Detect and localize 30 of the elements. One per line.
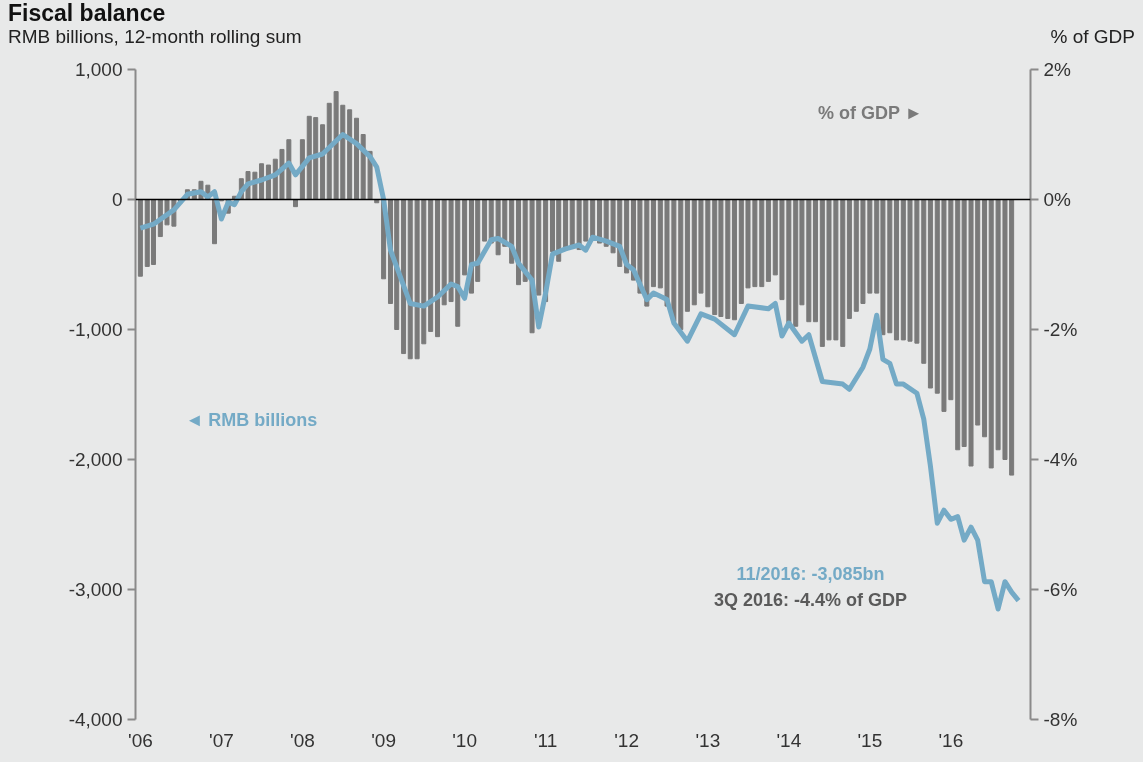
y-tick-label: -4,000: [68, 709, 123, 730]
chart-title: Fiscal balance: [8, 0, 167, 26]
y-tick-label: -2,000: [68, 449, 123, 470]
y-tick-label: -3,000: [68, 579, 123, 600]
x-tick-label: '13: [695, 729, 721, 751]
x-tick-label: '11: [533, 729, 558, 751]
annotation: % of GDP ►: [818, 102, 923, 123]
x-tick-label: '08: [290, 729, 315, 751]
x-tick-label: '06: [128, 729, 153, 751]
y2-tick-label: -2%: [1043, 319, 1078, 340]
y-tick-label: -1,000: [68, 319, 123, 340]
y2-tick-label: -8%: [1043, 709, 1078, 730]
x-tick-label: '09: [371, 729, 396, 751]
x-tick-label: '16: [938, 729, 964, 751]
annotation: 11/2016: -3,085bn: [736, 563, 885, 584]
y2-axis-title: % of GDP: [1050, 26, 1135, 48]
chart-subtitle: RMB billions, 12-month rolling sum: [8, 26, 302, 48]
x-tick-label: '15: [857, 729, 883, 751]
annotation: 3Q 2016: -4.4% of GDP: [713, 589, 908, 610]
y-tick-label: 0: [111, 189, 123, 210]
y2-tick-label: -6%: [1043, 579, 1078, 600]
y2-tick-label: 0%: [1043, 189, 1072, 210]
x-tick-label: '10: [452, 729, 477, 751]
y2-tick-label: 2%: [1043, 59, 1072, 80]
annotation: ◄ RMB billions: [185, 409, 318, 430]
x-tick-label: '07: [209, 729, 234, 751]
y-tick-label: 1,000: [74, 59, 123, 80]
x-tick-label: '14: [776, 729, 802, 751]
y2-tick-label: -4%: [1043, 449, 1078, 470]
x-tick-label: '12: [614, 729, 639, 751]
